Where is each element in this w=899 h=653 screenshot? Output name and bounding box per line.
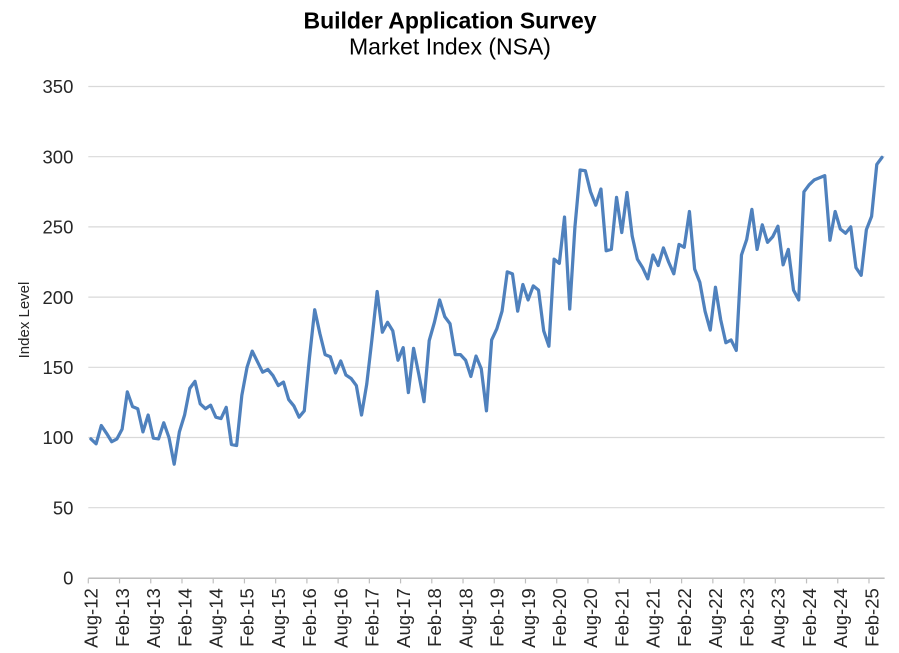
svg-text:Feb-13: Feb-13 [112, 588, 133, 647]
svg-text:Feb-23: Feb-23 [736, 588, 757, 647]
svg-text:Feb-22: Feb-22 [674, 588, 695, 647]
svg-text:Feb-21: Feb-21 [611, 588, 632, 647]
svg-text:100: 100 [43, 427, 74, 448]
svg-text:Aug-23: Aug-23 [768, 588, 789, 648]
svg-text:Feb-17: Feb-17 [362, 588, 383, 647]
svg-text:Feb-14: Feb-14 [174, 588, 195, 647]
svg-text:Aug-22: Aug-22 [705, 588, 726, 648]
svg-text:Market Index (NSA): Market Index (NSA) [349, 34, 551, 60]
svg-text:Aug-16: Aug-16 [330, 588, 351, 648]
svg-text:Aug-13: Aug-13 [143, 588, 164, 648]
svg-text:Aug-15: Aug-15 [268, 588, 289, 648]
svg-text:Aug-12: Aug-12 [81, 588, 102, 648]
svg-text:Feb-18: Feb-18 [424, 588, 445, 647]
svg-text:Builder Application Survey: Builder Application Survey [303, 8, 596, 34]
svg-text:Aug-21: Aug-21 [643, 588, 664, 648]
svg-text:300: 300 [43, 146, 74, 167]
svg-text:Aug-19: Aug-19 [518, 588, 539, 648]
svg-text:350: 350 [43, 76, 74, 97]
svg-text:0: 0 [63, 568, 73, 589]
svg-text:Aug-24: Aug-24 [830, 588, 851, 648]
svg-text:250: 250 [43, 217, 74, 238]
svg-text:Feb-19: Feb-19 [487, 588, 508, 647]
svg-text:Feb-15: Feb-15 [237, 588, 258, 647]
svg-text:Aug-14: Aug-14 [205, 588, 226, 648]
svg-text:Feb-25: Feb-25 [861, 588, 882, 647]
svg-text:50: 50 [53, 497, 74, 518]
svg-text:Aug-18: Aug-18 [455, 588, 476, 648]
svg-text:Feb-20: Feb-20 [549, 588, 570, 647]
svg-text:Index Level: Index Level [16, 282, 33, 359]
svg-text:150: 150 [43, 357, 74, 378]
svg-text:Aug-17: Aug-17 [393, 588, 414, 648]
svg-text:Feb-24: Feb-24 [799, 588, 820, 647]
svg-text:200: 200 [43, 287, 74, 308]
svg-text:Feb-16: Feb-16 [299, 588, 320, 647]
svg-text:Aug-20: Aug-20 [580, 588, 601, 648]
